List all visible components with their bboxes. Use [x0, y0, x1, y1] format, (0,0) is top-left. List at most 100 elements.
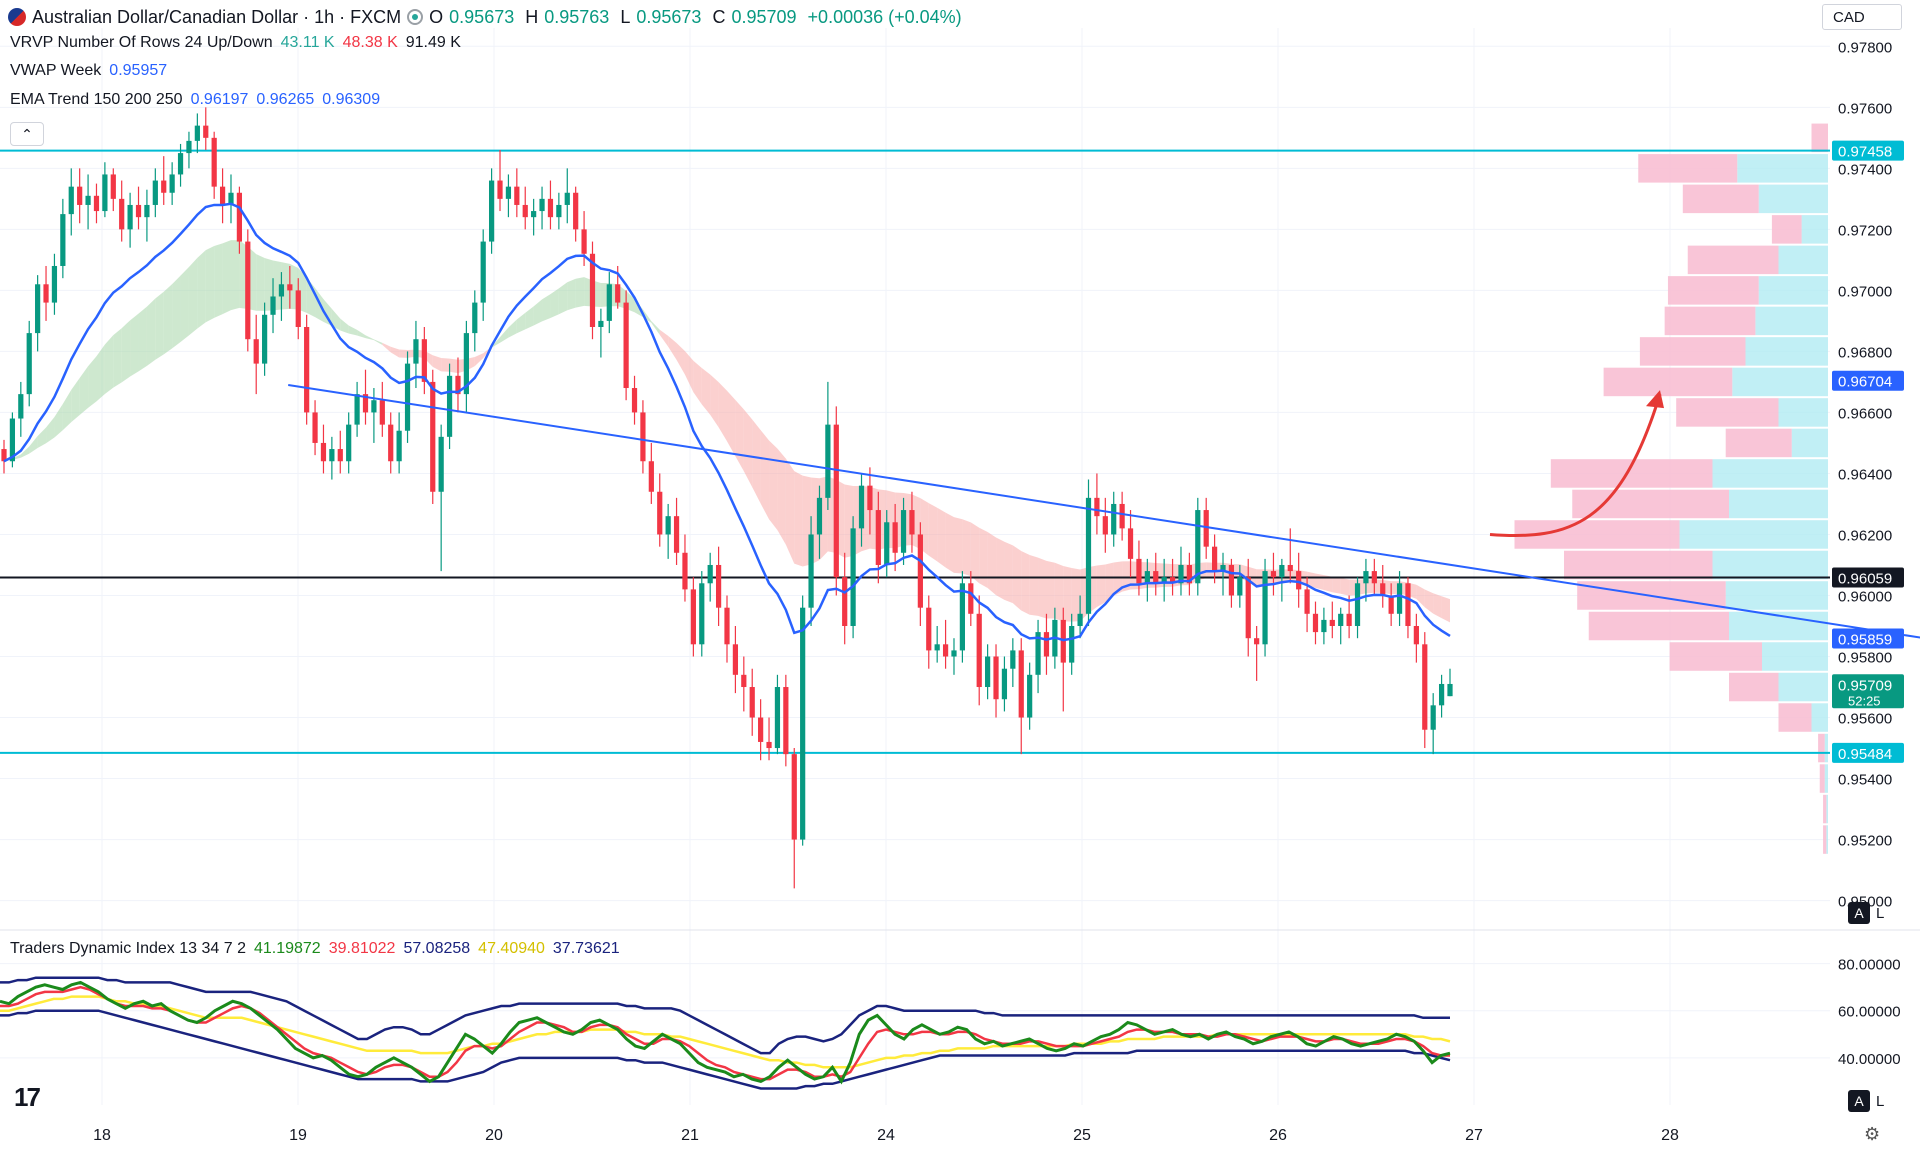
ema-cloud-segment — [970, 522, 980, 584]
candle-body — [9, 418, 16, 462]
price-tag-label: 0.95859 — [1838, 632, 1892, 649]
vp-down-bar — [1667, 276, 1759, 305]
candles — [1, 107, 1453, 889]
candle-body — [926, 607, 932, 651]
vp-down-bar — [1823, 794, 1827, 824]
ema-cloud-segment — [693, 360, 702, 405]
candle-body — [951, 650, 957, 657]
vwap-value: 0.95957 — [109, 62, 168, 79]
ema-cloud-segment — [104, 335, 114, 394]
candle-body — [1380, 583, 1386, 596]
settings-icon[interactable]: ⚙ — [1864, 1124, 1881, 1144]
candle-body — [732, 644, 739, 675]
candle-body — [1371, 571, 1377, 584]
ema-cloud-segment — [752, 419, 761, 504]
candle-body — [480, 241, 486, 303]
legend-ema[interactable]: EMA Trend 150 200 250 0.96197 0.96265 0.… — [10, 91, 381, 108]
candle-body — [1069, 626, 1075, 663]
candle-body — [362, 394, 369, 413]
market-status-icon — [407, 9, 424, 25]
price-tag-label: 0.96704 — [1838, 374, 1892, 391]
time-tick-label: 19 — [289, 1127, 307, 1144]
ema-cloud-segment — [130, 313, 139, 377]
candle-body — [1254, 638, 1260, 645]
candle-body — [1228, 564, 1235, 596]
candle-body — [68, 186, 74, 215]
candle-body — [1338, 613, 1344, 626]
candle-body — [539, 198, 545, 212]
ema-cloud-segment — [727, 390, 736, 457]
candle-body — [26, 333, 32, 395]
candle-body — [1237, 577, 1243, 596]
change-value: +0.00036 (+0.04%) — [807, 6, 962, 27]
price-tag: 0.95859 — [1832, 628, 1904, 649]
candle-body — [1195, 510, 1201, 584]
price-tag-label: 0.95484 — [1838, 746, 1892, 763]
collapse-legend-button[interactable]: ⌃ — [10, 122, 44, 146]
log-scale-button: L — [1876, 904, 1885, 922]
candle-body — [791, 754, 797, 840]
tdi-tick-label: 80.00000 — [1838, 957, 1901, 974]
vp-down-bar — [1638, 154, 1738, 183]
candle-body — [682, 552, 688, 590]
candle-body — [707, 564, 713, 584]
ema-cloud-segment — [1038, 557, 1047, 619]
tdi-pane — [0, 963, 1830, 1090]
candle-body — [1211, 546, 1218, 572]
ema-cloud-segment — [558, 282, 568, 315]
ema-cloud-segment — [432, 355, 442, 372]
ema-cloud-segment — [340, 318, 349, 334]
price-tag-label: 0.96059 — [1838, 570, 1892, 587]
price-tick-label: 0.96000 — [1838, 588, 1892, 605]
ema-cloud-segment — [508, 319, 517, 338]
symbol-title[interactable]: Australian Dollar/Canadian Dollar · 1h ·… — [32, 6, 402, 27]
ema-cloud-segment — [567, 278, 576, 311]
price-tag: 0.97458 — [1832, 140, 1904, 161]
candle-body — [976, 613, 982, 688]
price-tag: 0.95484 — [1832, 742, 1904, 763]
ema-cloud-segment — [113, 328, 122, 388]
candle-body — [404, 363, 411, 431]
vp-up-bar — [1712, 550, 1828, 580]
legend-tdi[interactable]: Traders Dynamic Index 13 34 7 2 41.19872… — [10, 940, 620, 957]
price-tick-label: 0.95600 — [1838, 711, 1892, 728]
ema-cloud-segment — [651, 321, 660, 335]
candle-body — [18, 394, 24, 419]
candle-body — [673, 516, 680, 553]
high-value: 0.95763 — [544, 6, 610, 27]
candle-body — [497, 180, 503, 199]
low-value: 0.95673 — [636, 6, 702, 27]
price-tag-label: 0.95709 — [1838, 677, 1892, 694]
price-tick-label: 0.96200 — [1838, 527, 1892, 544]
legend-vwap[interactable]: VWAP Week 0.95957 — [10, 62, 168, 79]
candle-body — [152, 180, 158, 205]
vp-down-bar — [1819, 764, 1825, 793]
candle-body — [488, 180, 495, 242]
candle-body — [1245, 577, 1251, 639]
vp-up-bar — [1737, 154, 1828, 183]
currency-selector[interactable]: CAD — [1822, 4, 1902, 30]
ema-cloud-segment — [281, 262, 290, 310]
time-tick-label: 18 — [93, 1127, 111, 1144]
ema-cloud-segment — [1340, 577, 1350, 596]
vp-up-bar — [1755, 306, 1828, 336]
ema-cloud-segment — [88, 356, 97, 408]
candle-body — [665, 516, 671, 535]
tdi-scale-mode[interactable]: A L — [1848, 1090, 1884, 1112]
tdi-signal-yellow — [0, 995, 1451, 1069]
ema-cloud-segment — [701, 367, 711, 415]
candle-body — [749, 687, 755, 718]
ema-cloud-segment — [1315, 573, 1324, 590]
candle-body — [472, 302, 478, 334]
candle-body — [615, 284, 621, 303]
price-tick-label: 0.96400 — [1838, 466, 1892, 483]
chart-header: Australian Dollar/Canadian Dollar · 1h ·… — [8, 4, 968, 30]
ema-cloud-segment — [1424, 589, 1434, 614]
legend-vrvp[interactable]: VRVP Number Of Rows 24 Up/Down 43.11 K 4… — [10, 34, 461, 51]
candle-body — [371, 400, 377, 413]
price-scale-mode[interactable]: A L — [1848, 902, 1884, 924]
auto-scale-button: A — [1848, 902, 1870, 924]
volume-profile — [1514, 123, 1828, 854]
